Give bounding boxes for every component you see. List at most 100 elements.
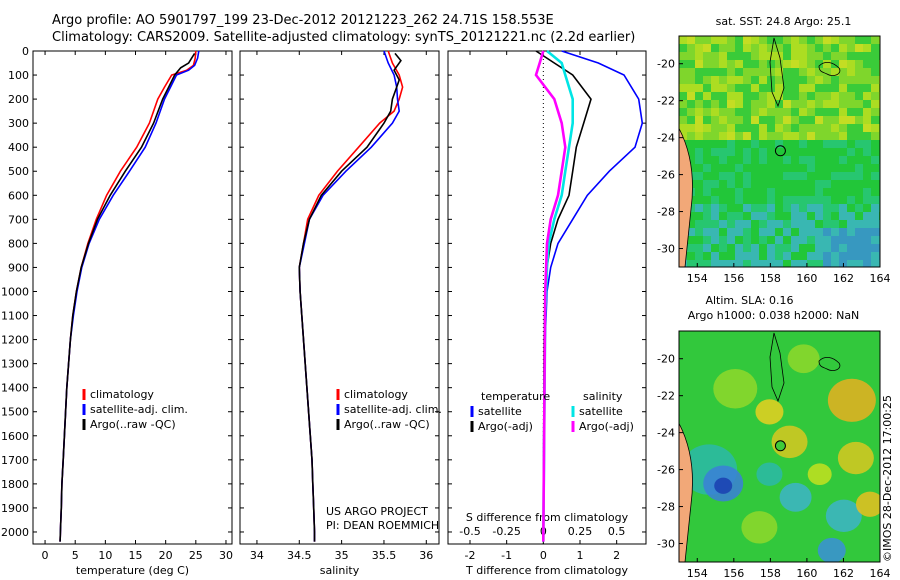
sst-cell <box>831 204 839 212</box>
sst-cell <box>703 188 711 196</box>
sst-cell <box>871 148 879 156</box>
sst-cell <box>799 60 807 68</box>
sst-cell <box>807 148 815 156</box>
sst-cell <box>687 220 695 228</box>
sst-cell <box>831 140 839 148</box>
sst-cell <box>871 100 879 108</box>
sla-blob <box>827 378 876 422</box>
sst-cell <box>783 108 791 116</box>
sst-cell <box>831 108 839 116</box>
sst-cell <box>695 116 703 124</box>
sst-cell <box>839 220 847 228</box>
sst-cell <box>679 76 687 84</box>
sst-cell <box>823 164 831 172</box>
sst-cell <box>751 140 759 148</box>
sst-cell <box>751 116 759 124</box>
sst-cell <box>743 212 751 220</box>
sst-cell <box>791 244 799 252</box>
sst-cell <box>783 180 791 188</box>
sst-cell <box>727 260 735 267</box>
sst-cell <box>679 100 687 108</box>
sst-cell <box>847 212 855 220</box>
sst-cell <box>863 76 871 84</box>
sst-cell <box>791 228 799 236</box>
sst-cell <box>759 100 767 108</box>
sst-cell <box>727 236 735 244</box>
sst-cell <box>783 100 791 108</box>
sst-cell <box>719 228 727 236</box>
sst-cell <box>695 84 703 92</box>
sst-cell <box>855 212 863 220</box>
sst-cell <box>759 172 767 180</box>
sst-cell <box>759 220 767 228</box>
sst-cell <box>823 212 831 220</box>
sst-cell <box>711 236 719 244</box>
sst-cell <box>703 228 711 236</box>
sst-cell <box>703 52 711 60</box>
sst-cell <box>687 212 695 220</box>
sst-cell <box>703 196 711 204</box>
sst-cell <box>735 100 743 108</box>
sst-cell <box>855 60 863 68</box>
sst-cell <box>703 252 711 260</box>
sst-cell <box>687 36 695 44</box>
sst-cell <box>743 52 751 60</box>
sst-cell <box>695 156 703 164</box>
sst-cell <box>847 188 855 196</box>
sst-cell <box>711 148 719 156</box>
sst-cell <box>727 44 735 52</box>
sst-cell <box>767 92 775 100</box>
sst-island-outline <box>818 62 841 76</box>
sst-cell <box>719 212 727 220</box>
sst-cell <box>727 116 735 124</box>
sst-cell <box>783 148 791 156</box>
sst-cell <box>687 156 695 164</box>
sst-cell <box>831 164 839 172</box>
sst-cell <box>815 220 823 228</box>
sst-cell <box>719 196 727 204</box>
sst-cell <box>687 252 695 260</box>
sst-cell <box>799 180 807 188</box>
sst-cell <box>863 68 871 76</box>
sst-cell <box>799 236 807 244</box>
sst-cell <box>791 188 799 196</box>
sst-cell <box>727 156 735 164</box>
sst-cell <box>711 252 719 260</box>
sst-cell <box>823 116 831 124</box>
sst-cell <box>783 140 791 148</box>
sst-cell <box>799 100 807 108</box>
sst-cell <box>855 52 863 60</box>
sst-cell <box>719 204 727 212</box>
sst-cell <box>703 172 711 180</box>
sst-cell <box>759 52 767 60</box>
sst-cell <box>743 204 751 212</box>
sst-cell <box>711 172 719 180</box>
sst-cell <box>847 116 855 124</box>
depth-tick-label: 0 <box>22 45 29 58</box>
sst-cell <box>687 148 695 156</box>
sst-cell <box>815 68 823 76</box>
sla-lon-label: 154 <box>687 567 708 580</box>
sst-cell <box>679 44 687 52</box>
sst-cell <box>711 52 719 60</box>
depth-tick-label: 1400 <box>1 382 29 395</box>
sst-cell <box>735 52 743 60</box>
sst-cell <box>807 212 815 220</box>
sst-cell <box>799 252 807 260</box>
sst-cell <box>679 52 687 60</box>
sst-cell <box>735 108 743 116</box>
sst-cell <box>791 180 799 188</box>
sst-cell <box>839 44 847 52</box>
sst-cell <box>807 188 815 196</box>
sst-cell <box>735 260 743 267</box>
sst-cell <box>791 124 799 132</box>
sst-cell <box>847 164 855 172</box>
sst-cell <box>807 164 815 172</box>
sst-cell <box>687 140 695 148</box>
diff-xtick-label: -1 <box>501 549 512 562</box>
sst-cell <box>855 44 863 52</box>
temp-xtick-label: 25 <box>189 549 203 562</box>
sst-cell <box>855 156 863 164</box>
sst-cell <box>719 140 727 148</box>
sal-series-line <box>298 52 402 542</box>
